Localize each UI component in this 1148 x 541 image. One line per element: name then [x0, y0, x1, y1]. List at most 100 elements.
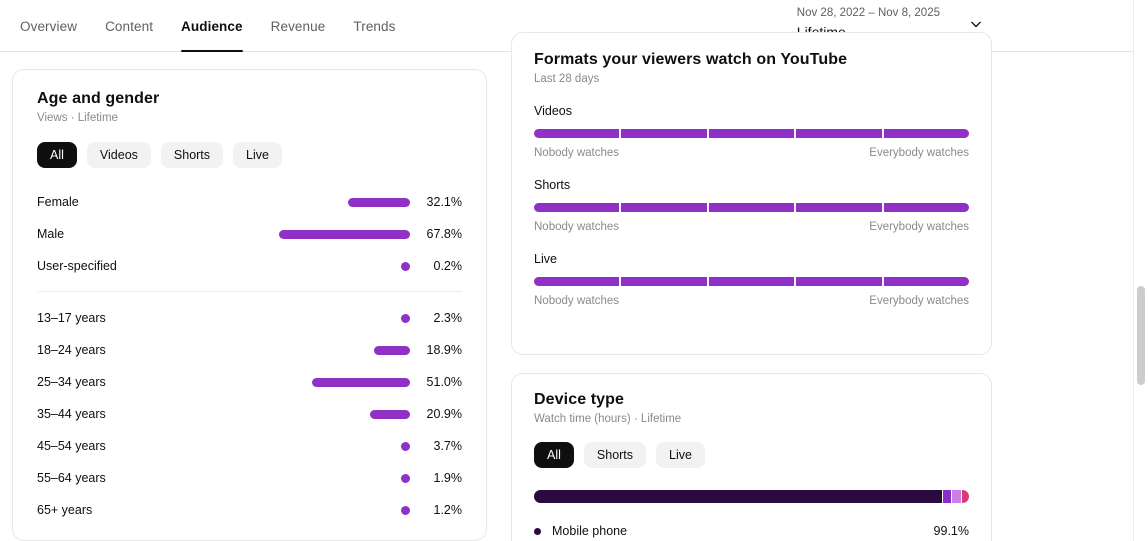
- formats-card-header: Formats your viewers watch on YouTube La…: [512, 33, 991, 85]
- tab-content[interactable]: Content: [105, 18, 154, 34]
- tab-overview[interactable]: Overview: [20, 18, 78, 34]
- tab-audience[interactable]: Audience: [167, 0, 257, 52]
- meter-end-labels: Nobody watches Everybody watches: [534, 221, 969, 233]
- stack-segment: [943, 490, 952, 503]
- bar-row-fill: [401, 313, 410, 323]
- bar-row-label: 13–17 years: [37, 311, 106, 325]
- bar-row-label: 35–44 years: [37, 407, 106, 421]
- meter-high-label: Everybody watches: [869, 221, 969, 233]
- legend-percent: 99.1%: [933, 524, 969, 538]
- bar-row-percent: 18.9%: [426, 343, 462, 357]
- meter-segment: [621, 277, 707, 286]
- table-row: 45–54 years 3.7%: [13, 430, 486, 462]
- meter-segment: [708, 203, 795, 212]
- meter-segment: [883, 203, 970, 212]
- format-name: Live: [534, 252, 557, 266]
- stack-segment: [534, 490, 943, 503]
- table-row: 65+ years 1.2%: [13, 494, 486, 526]
- table-row: Male 67.8%: [13, 218, 486, 250]
- bar-row-label: 55–64 years: [37, 471, 106, 485]
- scrollbar-thumb[interactable]: [1137, 286, 1145, 385]
- age-chip-shorts[interactable]: Shorts: [160, 142, 224, 168]
- table-row: 25–34 years 51.0%: [13, 366, 486, 398]
- meter-segment: [708, 129, 795, 138]
- bar-row-track: [217, 197, 410, 207]
- meter-segment: [883, 277, 970, 286]
- meter-segment: [883, 129, 970, 138]
- tab-trends[interactable]: Trends: [353, 18, 396, 34]
- content-right-border: [1133, 0, 1134, 541]
- stack-segment: [961, 490, 969, 503]
- age-chip-videos[interactable]: Videos: [86, 142, 151, 168]
- meter-segment: [621, 203, 707, 212]
- meter-segment: [796, 277, 882, 286]
- device-legend: Mobile phone 99.1%: [534, 521, 969, 541]
- meter-segment: [796, 203, 882, 212]
- meter-end-labels: Nobody watches Everybody watches: [534, 147, 969, 159]
- bar-row-percent: 2.3%: [433, 311, 463, 325]
- formats-subtitle: Last 28 days: [534, 73, 600, 85]
- format-name: Videos: [534, 104, 572, 118]
- table-row: 55–64 years 1.9%: [13, 462, 486, 494]
- date-range-value: Nov 28, 2022 – Nov 8, 2025: [796, 7, 940, 19]
- device-stacked-bar: [534, 490, 969, 503]
- section-divider: [37, 291, 462, 292]
- meter-segment: [708, 277, 795, 286]
- bar-row-track: [217, 261, 410, 271]
- bar-row-fill: [401, 441, 410, 451]
- bar-row-percent: 3.7%: [433, 439, 463, 453]
- format-name: Shorts: [534, 178, 571, 192]
- meter-segment: [534, 203, 620, 212]
- bar-row-track: [217, 505, 410, 515]
- format-meter: [534, 129, 970, 138]
- meter-segment: [534, 277, 620, 286]
- device-chip-shorts[interactable]: Shorts: [583, 442, 647, 468]
- meter-end-labels: Nobody watches Everybody watches: [534, 295, 969, 307]
- age-chip-all[interactable]: All: [37, 142, 77, 168]
- table-row: User-specified 0.2%: [13, 250, 486, 282]
- bar-row-track: [217, 473, 410, 483]
- meter-segment: [621, 129, 707, 138]
- age-card-filter-chips: All Videos Shorts Live: [37, 142, 486, 168]
- age-card-subtitle: Views · Lifetime: [37, 112, 118, 124]
- bar-row-label: Female: [37, 195, 79, 209]
- table-row: 18–24 years 18.9%: [13, 334, 486, 366]
- bar-row-fill: [369, 409, 410, 419]
- bar-row-percent: 0.2%: [433, 259, 463, 273]
- bar-row-label: 65+ years: [37, 503, 93, 517]
- meter-low-label: Nobody watches: [534, 221, 620, 233]
- bar-row-track: [217, 345, 410, 355]
- meter-segment: [534, 129, 620, 138]
- bar-row-label: Male: [37, 227, 65, 241]
- device-chip-live[interactable]: Live: [656, 442, 705, 468]
- device-card-header: Device type Watch time (hours) · Lifetim…: [512, 374, 991, 425]
- meter-high-label: Everybody watches: [869, 295, 969, 307]
- age-chip-live[interactable]: Live: [233, 142, 282, 168]
- bar-row-label: User-specified: [37, 259, 117, 273]
- device-chip-all[interactable]: All: [534, 442, 574, 468]
- age-bar-list: 13–17 years 2.3% 18–24 years 18.9% 25–34 yea…: [13, 302, 486, 526]
- bar-row-fill: [401, 261, 410, 271]
- meter-segment: [796, 129, 882, 138]
- table-row: 13–17 years 2.3%: [13, 302, 486, 334]
- formats-meter-list: Videos Nobody watches Everybody watches Sho…: [512, 104, 991, 307]
- table-row: 35–44 years 20.9%: [13, 398, 486, 430]
- device-filter-chips: All Shorts Live: [534, 442, 991, 468]
- meter-low-label: Nobody watches: [534, 147, 620, 159]
- bar-row-fill: [279, 229, 410, 239]
- meter-low-label: Nobody watches: [534, 295, 620, 307]
- tab-revenue[interactable]: Revenue: [270, 18, 326, 34]
- format-meter: [534, 203, 970, 212]
- analytics-tabs: Overview Content Audience Revenue Trends: [0, 0, 410, 52]
- legend-label: Mobile phone: [552, 524, 628, 538]
- bar-row-label: 25–34 years: [37, 375, 106, 389]
- chevron-down-icon[interactable]: [966, 14, 986, 34]
- bar-row-fill: [401, 505, 410, 515]
- meter-high-label: Everybody watches: [869, 147, 969, 159]
- format-block-shorts: Shorts Nobody watches Everybody watches: [512, 178, 991, 233]
- page-scrollbar[interactable]: [1134, 0, 1148, 541]
- bar-row-percent: 20.9%: [426, 407, 462, 421]
- bar-row-track: [217, 409, 410, 419]
- bar-row-label: 45–54 years: [37, 439, 106, 453]
- formats-title: Formats your viewers watch on YouTube: [534, 51, 848, 68]
